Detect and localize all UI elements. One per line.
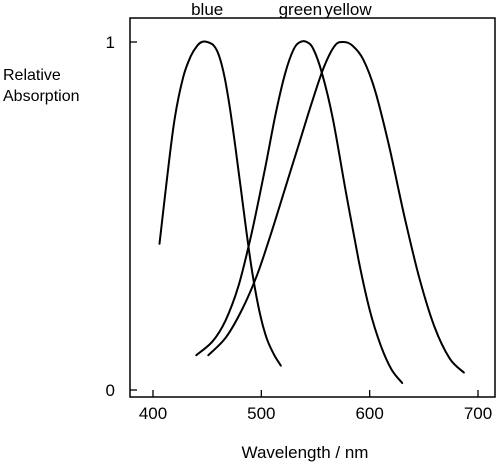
curve-label-green: green [279,0,322,19]
y-axis-label-line-1: Relative [3,67,61,84]
x-axis-label: Wavelength / nm [241,443,369,462]
curve-label-yellow: yellow [324,0,372,19]
curve-label-blue: blue [191,0,223,19]
series-line-blue [158,40,282,367]
y-tick-label: 0 [106,381,115,400]
x-tick-label: 700 [464,404,492,423]
x-tick-label: 600 [355,404,383,423]
x-tick-label: 400 [139,404,167,423]
x-tick-label: 500 [247,404,275,423]
series-line-yellow [207,40,465,374]
y-tick-label: 1 [106,33,115,52]
plot-frame [129,17,496,398]
y-axis-label-line-2: Absorption [3,88,80,105]
y-axis-label: Relative Absorption [3,65,80,107]
series-line-green [195,40,404,384]
